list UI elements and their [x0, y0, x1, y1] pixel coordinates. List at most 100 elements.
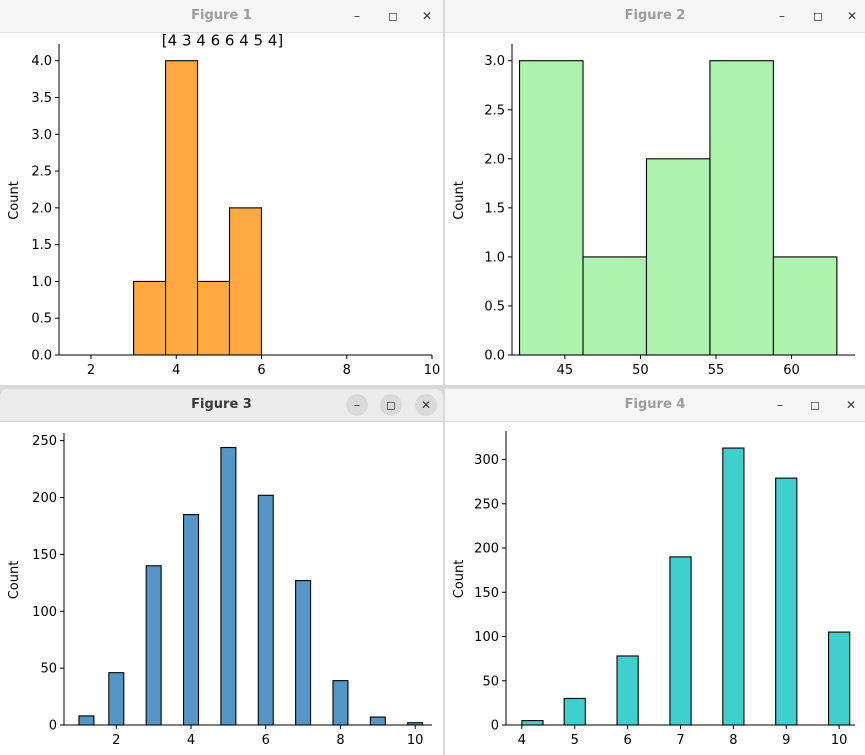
x-tick-label: 6	[257, 363, 265, 378]
y-tick-label: 2.0	[31, 201, 52, 216]
y-tick-label: 50	[482, 674, 499, 689]
y-tick-label: 3.0	[484, 54, 505, 69]
histogram-plot-4: 0 50 100 150 200 250 300 4 5 6 7 8 9 10 Count	[452, 431, 855, 748]
close-icon[interactable]: ✕	[845, 398, 857, 412]
histogram-bar	[775, 477, 798, 726]
histogram-bar	[165, 60, 199, 356]
x-tick-label: 8	[343, 363, 351, 378]
y-tick-label: 200	[32, 491, 57, 506]
histogram-bar	[196, 280, 231, 356]
histogram-bar	[669, 556, 692, 726]
y-axis-label: Count	[452, 181, 467, 220]
y-tick-label: 0.0	[31, 349, 52, 364]
histogram-bar	[332, 680, 349, 726]
x-tick-label: 10	[407, 733, 424, 748]
y-tick-label: 50	[40, 662, 57, 677]
title-bar[interactable]: Figure 1 – ◻ ✕	[0, 0, 443, 33]
histogram-bar	[78, 715, 95, 726]
x-tick-label: 4	[518, 733, 526, 748]
x-tick-label: 8	[336, 733, 344, 748]
x-tick-label: 60	[783, 363, 800, 378]
y-tick-label: 1.0	[484, 250, 505, 265]
close-icon[interactable]: ✕	[846, 9, 858, 23]
histogram-plot-3: 0 50 100 150 200 250 2 4 6 8 10 Count	[7, 433, 432, 748]
minimize-icon[interactable]: –	[354, 9, 360, 23]
y-tick-label: 1.0	[31, 275, 52, 290]
y-tick-label: 3.0	[31, 128, 52, 143]
title-bar[interactable]: Figure 4 – ◻ ✕	[445, 389, 865, 422]
histogram-bar	[772, 256, 838, 356]
window-title: Figure 1	[191, 8, 252, 23]
minimize-icon[interactable]: –	[779, 9, 785, 23]
y-tick-label: 1.5	[31, 238, 52, 253]
y-tick-label: 100	[32, 605, 57, 620]
minimize-icon[interactable]: –	[777, 398, 783, 412]
figure-window-1: Figure 1 – ◻ ✕ 0.0 0.5 1.0 1.5 2.0 2.5 3.0 3.5 4…	[0, 0, 443, 385]
x-tick-label: 5	[571, 733, 579, 748]
x-tick-label: 10	[831, 733, 848, 748]
y-tick-label: 2.0	[484, 152, 505, 167]
window-title: Figure 4	[624, 397, 686, 412]
histogram-bar	[295, 580, 312, 726]
histogram-bar	[145, 565, 162, 726]
x-tick-label: 2	[112, 733, 120, 748]
figure-window-3: Figure 3 – ◻ ✕ 0 50 100 150 200 250 2 4 6 8 10 Coun…	[0, 389, 443, 755]
histogram-bar	[563, 697, 586, 726]
x-tick-label: 10	[424, 363, 441, 378]
y-axis-label: Count	[7, 561, 22, 600]
y-tick-label: 0.5	[31, 312, 52, 327]
y-tick-label: 1.5	[484, 201, 505, 216]
title-bar[interactable]: Figure 2 – ◻ ✕	[445, 0, 865, 33]
y-tick-label: 0.5	[484, 299, 505, 314]
x-tick-label: 4	[187, 733, 195, 748]
maximize-icon[interactable]: ◻	[813, 9, 823, 23]
histogram-bar	[133, 280, 167, 356]
histogram-plot-2: 0.0 0.5 1.0 1.5 2.0 2.5 3.0 45 50 55 60 Count	[452, 44, 855, 378]
x-tick-label: 50	[632, 363, 649, 378]
y-axis-label: Count	[7, 181, 22, 220]
y-tick-label: 150	[474, 586, 499, 601]
close-icon[interactable]: ✕	[415, 394, 437, 416]
chart-title: [4 3 4 6 6 4 5 4]	[162, 33, 283, 50]
x-tick-label: 45	[557, 363, 574, 378]
window-title: Figure 2	[624, 8, 686, 23]
maximize-icon[interactable]: ◻	[380, 394, 402, 416]
histogram-bar	[257, 494, 274, 726]
close-icon[interactable]: ✕	[421, 9, 433, 23]
histogram-bar	[369, 716, 386, 726]
histogram-bar	[220, 446, 237, 726]
y-tick-label: 100	[474, 630, 499, 645]
y-tick-label: 300	[474, 453, 499, 468]
title-bar[interactable]: Figure 3 – ◻ ✕	[0, 389, 443, 422]
histogram-bar	[828, 631, 851, 726]
y-tick-label: 200	[474, 542, 499, 557]
minimize-icon[interactable]: –	[346, 394, 368, 416]
figure-window-4: Figure 4 – ◻ ✕ 0 50 100 150 200 250 300 4 5 6 7 8 9 1…	[445, 389, 865, 755]
histogram-bar	[183, 514, 200, 726]
figure-window-2: Figure 2 – ◻ ✕ 0.0 0.5 1.0 1.5 2.0 2.5 3.0 45 50…	[445, 0, 865, 385]
x-tick-label: 55	[708, 363, 725, 378]
histogram-bar	[108, 672, 125, 726]
y-tick-label: 3.5	[31, 91, 52, 106]
histogram-bar	[228, 207, 263, 356]
y-tick-label: 250	[474, 497, 499, 512]
y-axis-label: Count	[452, 560, 467, 599]
maximize-icon[interactable]: ◻	[388, 9, 398, 23]
maximize-icon[interactable]: ◻	[810, 398, 820, 412]
x-tick-label: 8	[729, 733, 737, 748]
y-tick-label: 0.0	[484, 349, 505, 364]
histogram-bar	[709, 60, 774, 356]
x-tick-label: 6	[262, 733, 270, 748]
y-tick-label: 0	[49, 719, 57, 734]
x-tick-label: 7	[676, 733, 684, 748]
histogram-bar	[521, 720, 544, 726]
y-tick-label: 0	[491, 719, 499, 734]
y-tick-label: 2.5	[484, 103, 505, 118]
histogram-bar	[645, 158, 711, 356]
histogram-bar	[519, 60, 584, 356]
x-tick-label: 2	[87, 363, 95, 378]
y-tick-label: 150	[32, 548, 57, 563]
y-tick-label: 250	[32, 434, 57, 449]
histogram-bar	[582, 256, 648, 356]
y-tick-label: 4.0	[31, 54, 52, 69]
